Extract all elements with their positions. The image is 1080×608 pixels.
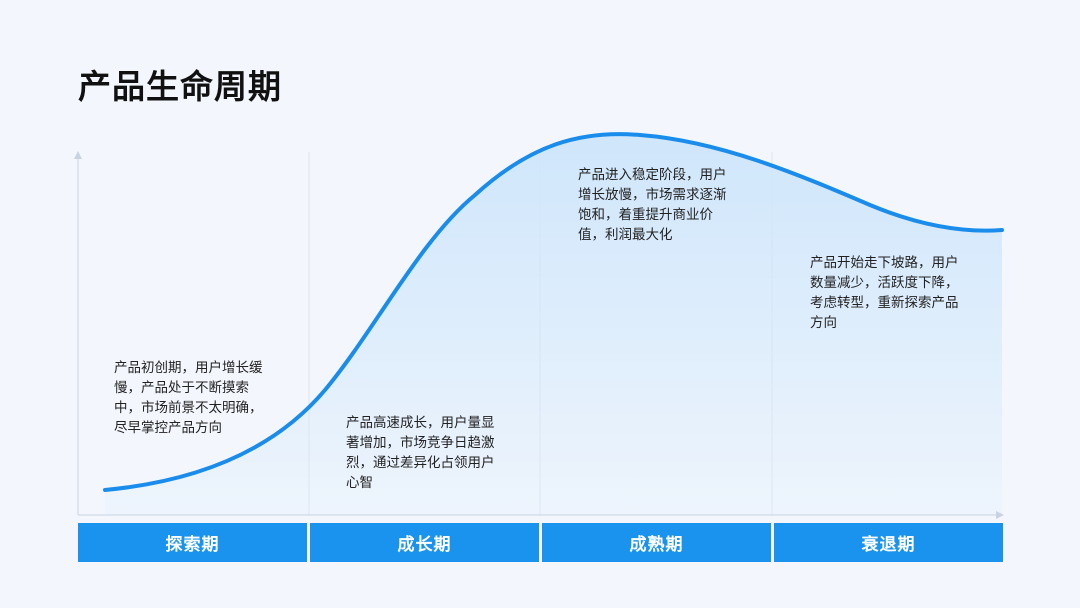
phase-description-growth: 产品高速成长，用户量显著增加，市场竞争日趋激烈，通过差异化占领用户心智 bbox=[346, 415, 495, 491]
phase-description-maturity: 产品进入稳定阶段，用户增长放慢，市场需求逐渐饱和，着重提升商业价值，利润最大化 bbox=[578, 167, 727, 243]
curve-area bbox=[105, 134, 1002, 516]
phase-bar: 探索期 成长期 成熟期 衰退期 bbox=[78, 523, 1003, 562]
phase-description-exploration: 产品初创期，用户增长缓慢，产品处于不断摸索中，市场前景不太明确，尽早掌控产品方向 bbox=[114, 360, 263, 436]
x-axis-arrow-icon bbox=[996, 511, 1004, 519]
lifecycle-curve bbox=[103, 132, 1004, 492]
phase-description-decline: 产品开始走下坡路，用户数量减少，活跃度下降，考虑转型，重新探索产品方向 bbox=[810, 255, 959, 331]
page-title: 产品生命周期 bbox=[78, 67, 282, 106]
phase-label-decline: 衰退期 bbox=[774, 523, 1003, 562]
phase-label-exploration: 探索期 bbox=[78, 523, 307, 562]
phase-label-growth: 成长期 bbox=[310, 523, 539, 562]
phase-label-maturity: 成熟期 bbox=[542, 523, 771, 562]
y-axis-arrow-icon bbox=[74, 151, 82, 159]
